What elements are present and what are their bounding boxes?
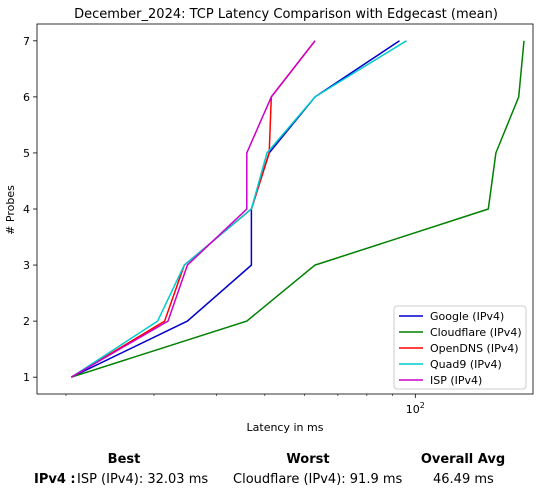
y-tick-label: 2 bbox=[23, 315, 30, 328]
series-lines bbox=[70, 40, 525, 378]
worst-header: Worst bbox=[286, 452, 330, 467]
y-axis-ticks: 1 2 3 4 5 6 7 bbox=[23, 35, 37, 384]
latency-chart: December_2024: TCP Latency Comparison wi… bbox=[4, 7, 534, 434]
y-tick-label: 5 bbox=[23, 147, 30, 160]
legend: Google (IPv4) Cloudflare (IPv4) OpenDNS (I… bbox=[393, 305, 527, 390]
series-line-isp-ipv4 bbox=[70, 40, 316, 378]
legend-label: Cloudflare (IPv4) bbox=[430, 326, 522, 339]
x-tick-label: 102 bbox=[406, 401, 425, 416]
summary-table: Best Worst Overall Avg IPv4 : ISP (IPv4)… bbox=[0, 448, 541, 494]
best-header: Best bbox=[107, 452, 141, 467]
x-axis-ticks: 102 bbox=[65, 394, 425, 416]
y-tick-label: 7 bbox=[23, 35, 30, 48]
x-axis-label: Latency in ms bbox=[247, 421, 324, 434]
legend-label: Google (IPv4) bbox=[430, 310, 504, 323]
series-line-cloudflare-ipv4 bbox=[71, 40, 525, 378]
y-tick-label: 4 bbox=[23, 203, 30, 216]
y-axis-label: # Probes bbox=[4, 185, 17, 235]
y-tick-label: 1 bbox=[23, 371, 30, 384]
legend-label: OpenDNS (IPv4) bbox=[430, 342, 519, 355]
best-value: ISP (IPv4): 32.03 ms bbox=[77, 472, 209, 487]
y-tick-label: 6 bbox=[23, 91, 30, 104]
worst-value: Cloudflare (IPv4): 91.9 ms bbox=[233, 472, 403, 487]
y-tick-label: 3 bbox=[23, 259, 30, 272]
chart-title: December_2024: TCP Latency Comparison wi… bbox=[74, 7, 498, 22]
legend-label: Quad9 (IPv4) bbox=[430, 358, 502, 371]
legend-label: ISP (IPv4) bbox=[430, 374, 482, 387]
overall-avg-header: Overall Avg bbox=[420, 452, 506, 467]
legend-box bbox=[393, 305, 527, 390]
series-line-quad9-ipv4 bbox=[70, 40, 407, 378]
ipv4-row-label: IPv4 : bbox=[34, 472, 76, 487]
overall-avg-value: 46.49 ms bbox=[433, 472, 494, 487]
